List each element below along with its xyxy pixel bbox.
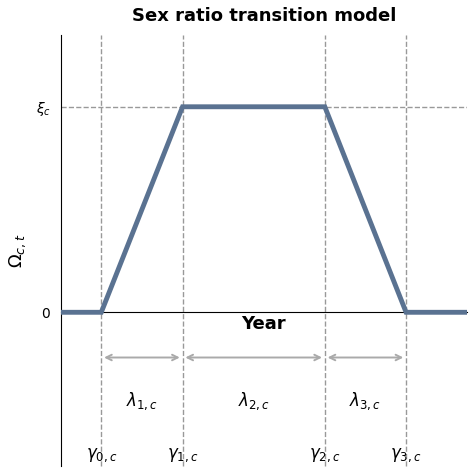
Text: $\gamma_{2,c}$: $\gamma_{2,c}$ [309, 446, 340, 464]
Text: $\lambda_{1,c}$: $\lambda_{1,c}$ [126, 391, 158, 412]
Title: Sex ratio transition model: Sex ratio transition model [132, 7, 396, 25]
X-axis label: Year: Year [242, 315, 286, 333]
Y-axis label: $\Omega_{c,t}$: $\Omega_{c,t}$ [7, 233, 27, 268]
Text: $\gamma_{0,c}$: $\gamma_{0,c}$ [85, 446, 117, 464]
Text: $\lambda_{3,c}$: $\lambda_{3,c}$ [349, 391, 382, 412]
Text: $\gamma_{3,c}$: $\gamma_{3,c}$ [391, 446, 422, 464]
Text: $\lambda_{2,c}$: $\lambda_{2,c}$ [237, 391, 270, 412]
Text: $\gamma_{1,c}$: $\gamma_{1,c}$ [167, 446, 198, 464]
